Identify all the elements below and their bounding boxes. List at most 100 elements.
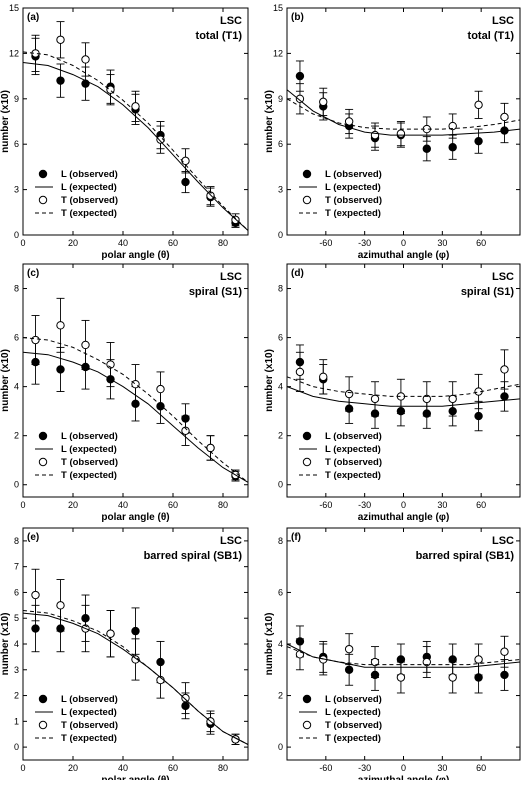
x-tick-label: 0 — [401, 763, 406, 773]
y-tick-label: 4 — [14, 382, 19, 392]
x-tick-label: 0 — [20, 763, 25, 773]
y-tick-label: 12 — [273, 48, 283, 58]
y-tick-label: 0 — [278, 230, 283, 240]
data-point — [422, 144, 431, 153]
x-tick-label: -30 — [358, 238, 371, 248]
y-tick-label: 8 — [14, 284, 19, 294]
series-open-circle — [295, 349, 509, 417]
data-point — [81, 340, 90, 350]
x-tick-label: 40 — [118, 763, 128, 773]
series-dashed — [286, 98, 521, 130]
x-tick-label: 30 — [437, 238, 447, 248]
y-tick-label: 9 — [278, 94, 283, 104]
data-point — [81, 55, 90, 64]
x-tick-label: 60 — [476, 238, 486, 248]
y-tick-label: 6 — [278, 587, 283, 597]
x-tick-label: 0 — [20, 238, 25, 248]
data-point — [474, 100, 483, 110]
chart-subtitle: spiral (S1) — [461, 286, 515, 298]
expected-curve — [22, 612, 249, 745]
y-tick-label: 4 — [14, 639, 19, 649]
data-point — [31, 624, 40, 633]
legend-label: T (expected) — [325, 470, 381, 481]
legend-label: L (expected) — [325, 444, 381, 455]
data-point — [56, 321, 65, 330]
y-tick-label: 6 — [14, 333, 19, 343]
y-axis-label: number (x10) — [0, 613, 11, 676]
y-axis-label: number (x10) — [264, 90, 275, 153]
data-point — [344, 644, 354, 654]
data-point — [56, 365, 65, 374]
x-axis-label: azimuthal angle (φ) — [358, 250, 450, 261]
data-point — [131, 102, 140, 111]
legend-marker — [302, 169, 312, 179]
chart-title: LSC — [220, 271, 242, 283]
chart-panel: -60 -30 0 30 60 0 2 4 6 8 azimuthal angle (φ) numbe… — [264, 527, 521, 785]
legend-label: T (observed) — [325, 720, 382, 731]
panel-tag: (e) — [27, 532, 39, 543]
data-point — [448, 394, 457, 404]
y-axis-label: number (x10) — [264, 613, 275, 676]
data-point — [295, 94, 305, 104]
x-axis-label: polar angle (θ) — [101, 775, 169, 780]
legend-marker — [38, 431, 48, 441]
legend-label: T (observed) — [61, 195, 118, 206]
y-tick-label: 3 — [14, 665, 19, 675]
expected-curve — [286, 89, 521, 136]
expected-curve — [286, 643, 521, 668]
legend-label: T (observed) — [61, 720, 118, 731]
data-point — [474, 136, 483, 146]
chart-subtitle: barred spiral (SB1) — [144, 550, 243, 562]
chart-title: LSC — [492, 535, 514, 547]
chart-title: LSC — [492, 271, 514, 283]
legend-label: T (observed) — [325, 457, 382, 468]
y-tick-label: 7 — [14, 562, 19, 572]
x-tick-label: -60 — [319, 500, 332, 510]
chart-panel: 0 20 40 60 80 0 3 6 9 12 15 polar angle (θ) number (… — [0, 3, 249, 261]
x-tick-label: 60 — [476, 763, 486, 773]
legend-label: T (observed) — [61, 457, 118, 468]
expected-curve — [22, 610, 249, 745]
series-dashed — [286, 376, 521, 397]
data-point — [500, 647, 509, 656]
y-tick-label: 15 — [9, 3, 19, 13]
y-axis-label: number (x10) — [0, 90, 11, 153]
x-tick-label: 0 — [20, 500, 25, 510]
chart-panel: -60 -30 0 30 60 0 2 4 6 8 azimuthal angle (φ) numbe… — [264, 263, 521, 523]
legend-marker — [302, 694, 312, 704]
panel-tag: (b) — [291, 12, 304, 23]
x-tick-label: 30 — [437, 500, 447, 510]
data-point — [319, 97, 328, 107]
expected-curve — [286, 386, 521, 407]
legend-marker — [302, 431, 312, 441]
plot-frame — [22, 263, 249, 498]
x-tick-label: 40 — [118, 238, 128, 248]
chart-subtitle: total (T1) — [196, 30, 243, 42]
y-tick-label: 3 — [278, 185, 283, 195]
expected-curve — [286, 98, 521, 130]
y-tick-label: 4 — [278, 639, 283, 649]
y-tick-label: 4 — [278, 382, 283, 392]
series-dashed — [22, 610, 249, 745]
chart-subtitle: spiral (S1) — [189, 286, 243, 298]
y-tick-label: 6 — [278, 333, 283, 343]
y-tick-label: 6 — [14, 139, 19, 149]
legend-label: L (observed) — [61, 431, 118, 442]
legend: L (observed) L (expected) T (observed) T (e… — [299, 431, 382, 481]
legend-label: T (expected) — [61, 208, 117, 219]
y-tick-label: 3 — [14, 185, 19, 195]
x-axis-label: azimuthal angle (φ) — [358, 512, 450, 523]
y-axis-label: number (x10) — [0, 349, 11, 412]
series-solid — [22, 351, 249, 483]
data-point — [474, 411, 483, 421]
y-tick-label: 0 — [278, 480, 283, 490]
series-open-circle — [31, 568, 240, 745]
expected-curve — [22, 351, 249, 483]
data-point — [56, 35, 65, 44]
x-tick-label: 20 — [68, 763, 78, 773]
data-point — [500, 112, 509, 122]
legend: L (observed) L (expected) T (observed) T (e… — [299, 694, 382, 744]
y-tick-label: 8 — [278, 284, 283, 294]
x-axis-label: polar angle (θ) — [101, 512, 169, 523]
x-tick-label: 60 — [168, 238, 178, 248]
